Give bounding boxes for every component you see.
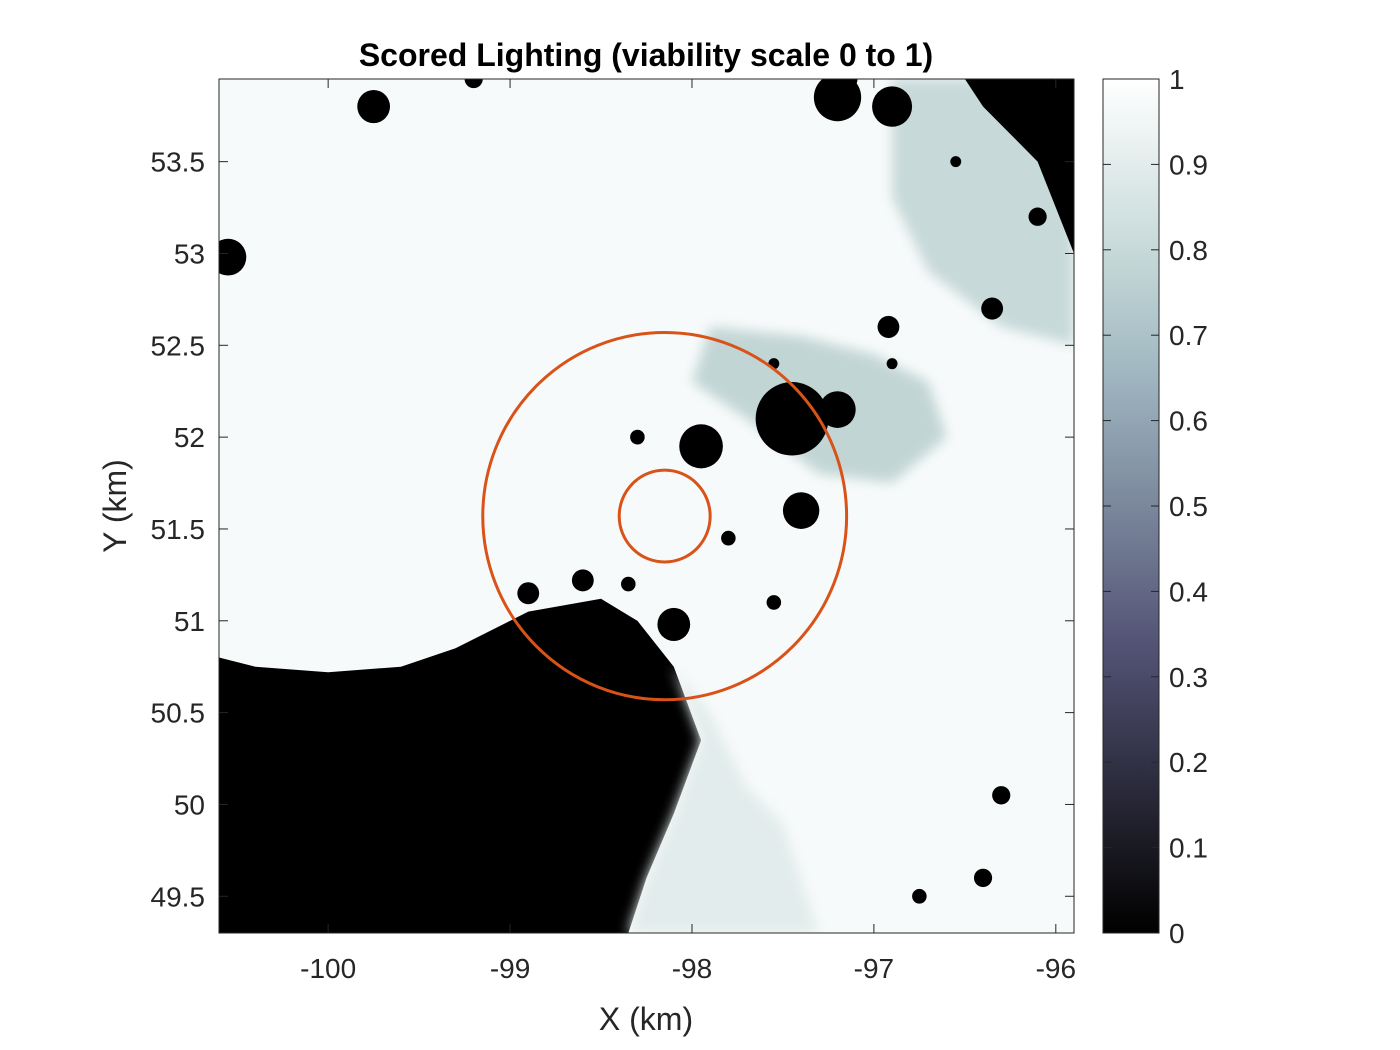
x-axis-label: X (km) [599, 1001, 693, 1037]
crater-shadow [464, 79, 483, 89]
crater-shadow [992, 786, 1011, 805]
crater-shadow [630, 429, 645, 445]
y-axis: 49.5 50 50.5 51 51.5 52 52.5 53 53.5 [151, 147, 1074, 912]
colorbar-tick-label: 0 [1169, 918, 1185, 949]
x-axis: -100 -99 -98 -97 -96 [300, 79, 1076, 984]
crater-shadow [657, 607, 691, 641]
crater-shadow [835, 79, 858, 91]
site-circles [481, 330, 849, 702]
x-tick-label: -100 [300, 953, 356, 984]
colorbar-tick-label: 0.2 [1169, 747, 1208, 778]
heatmap-regions [219, 79, 1074, 933]
colorbar-tick-label: 0.4 [1169, 576, 1208, 607]
crater-shadow [782, 492, 820, 529]
colorbar: 0 0.1 0.2 0.3 0.4 0.5 0.6 0.7 0.8 0.9 1 [1102, 64, 1208, 949]
crater-shadow [973, 868, 993, 888]
crater-shadow [819, 391, 856, 428]
crater-shadow [571, 569, 594, 592]
colorbar-tick-label: 0.8 [1169, 235, 1208, 266]
crater-shadow [721, 530, 736, 546]
heatmap-region-lower-lit [628, 666, 820, 933]
colorbar-tick-label: 1 [1169, 64, 1185, 95]
crater-shadow [950, 156, 962, 168]
x-tick-label: -97 [854, 953, 894, 984]
colorbar-ticks: 0 0.1 0.2 0.3 0.4 0.5 0.6 0.7 0.8 0.9 1 [1103, 64, 1208, 949]
y-tick-label: 50 [174, 789, 205, 820]
crater-shadows [219, 79, 1047, 904]
y-tick-label: 49.5 [151, 881, 206, 912]
heatmap-region-dark-northeast-corner [964, 79, 1074, 254]
y-tick-label: 51 [174, 606, 205, 637]
outer-site-circle [481, 330, 849, 702]
colorbar-tick-label: 0.1 [1169, 833, 1208, 864]
crater-shadow [517, 582, 540, 605]
colorbar-fill [1103, 79, 1159, 933]
crater-shadow [219, 238, 247, 276]
colorbar-tick-label: 0.6 [1169, 406, 1208, 437]
y-tick-label: 50.5 [151, 698, 206, 729]
x-tick-label: -98 [672, 953, 712, 984]
colorbar-tick-label: 0.7 [1169, 320, 1208, 351]
crater-shadow [872, 86, 913, 127]
crater-shadow [886, 358, 898, 370]
crater-shadow [981, 297, 1004, 320]
x-tick-label: -99 [490, 953, 530, 984]
y-tick-label: 52 [174, 422, 205, 453]
crater-shadow [877, 315, 900, 338]
crater-shadow [912, 888, 927, 904]
colorbar-tick-label: 0.5 [1169, 491, 1208, 522]
heatmap-region-shadow [219, 598, 702, 933]
crater-shadow [766, 595, 782, 610]
crater-shadow [1028, 207, 1047, 226]
y-tick-label: 53 [174, 238, 205, 269]
crater-shadow [357, 90, 390, 124]
crater-shadow [621, 576, 636, 592]
plot-frame [218, 78, 1075, 934]
plot-area [219, 79, 1074, 933]
x-tick-label: -96 [1036, 953, 1076, 984]
crater-shadow [679, 424, 723, 469]
y-tick-label: 53.5 [151, 147, 206, 178]
colorbar-tick-label: 0.3 [1169, 662, 1208, 693]
y-axis-label: Y (km) [97, 459, 133, 553]
chart-title: Scored Lighting (viability scale 0 to 1) [359, 37, 933, 73]
y-tick-label: 51.5 [151, 514, 206, 545]
crater-shadow [755, 382, 829, 456]
inner-site-circle [617, 468, 712, 564]
colorbar-tick-label: 0.9 [1169, 149, 1208, 180]
y-tick-label: 52.5 [151, 330, 206, 361]
